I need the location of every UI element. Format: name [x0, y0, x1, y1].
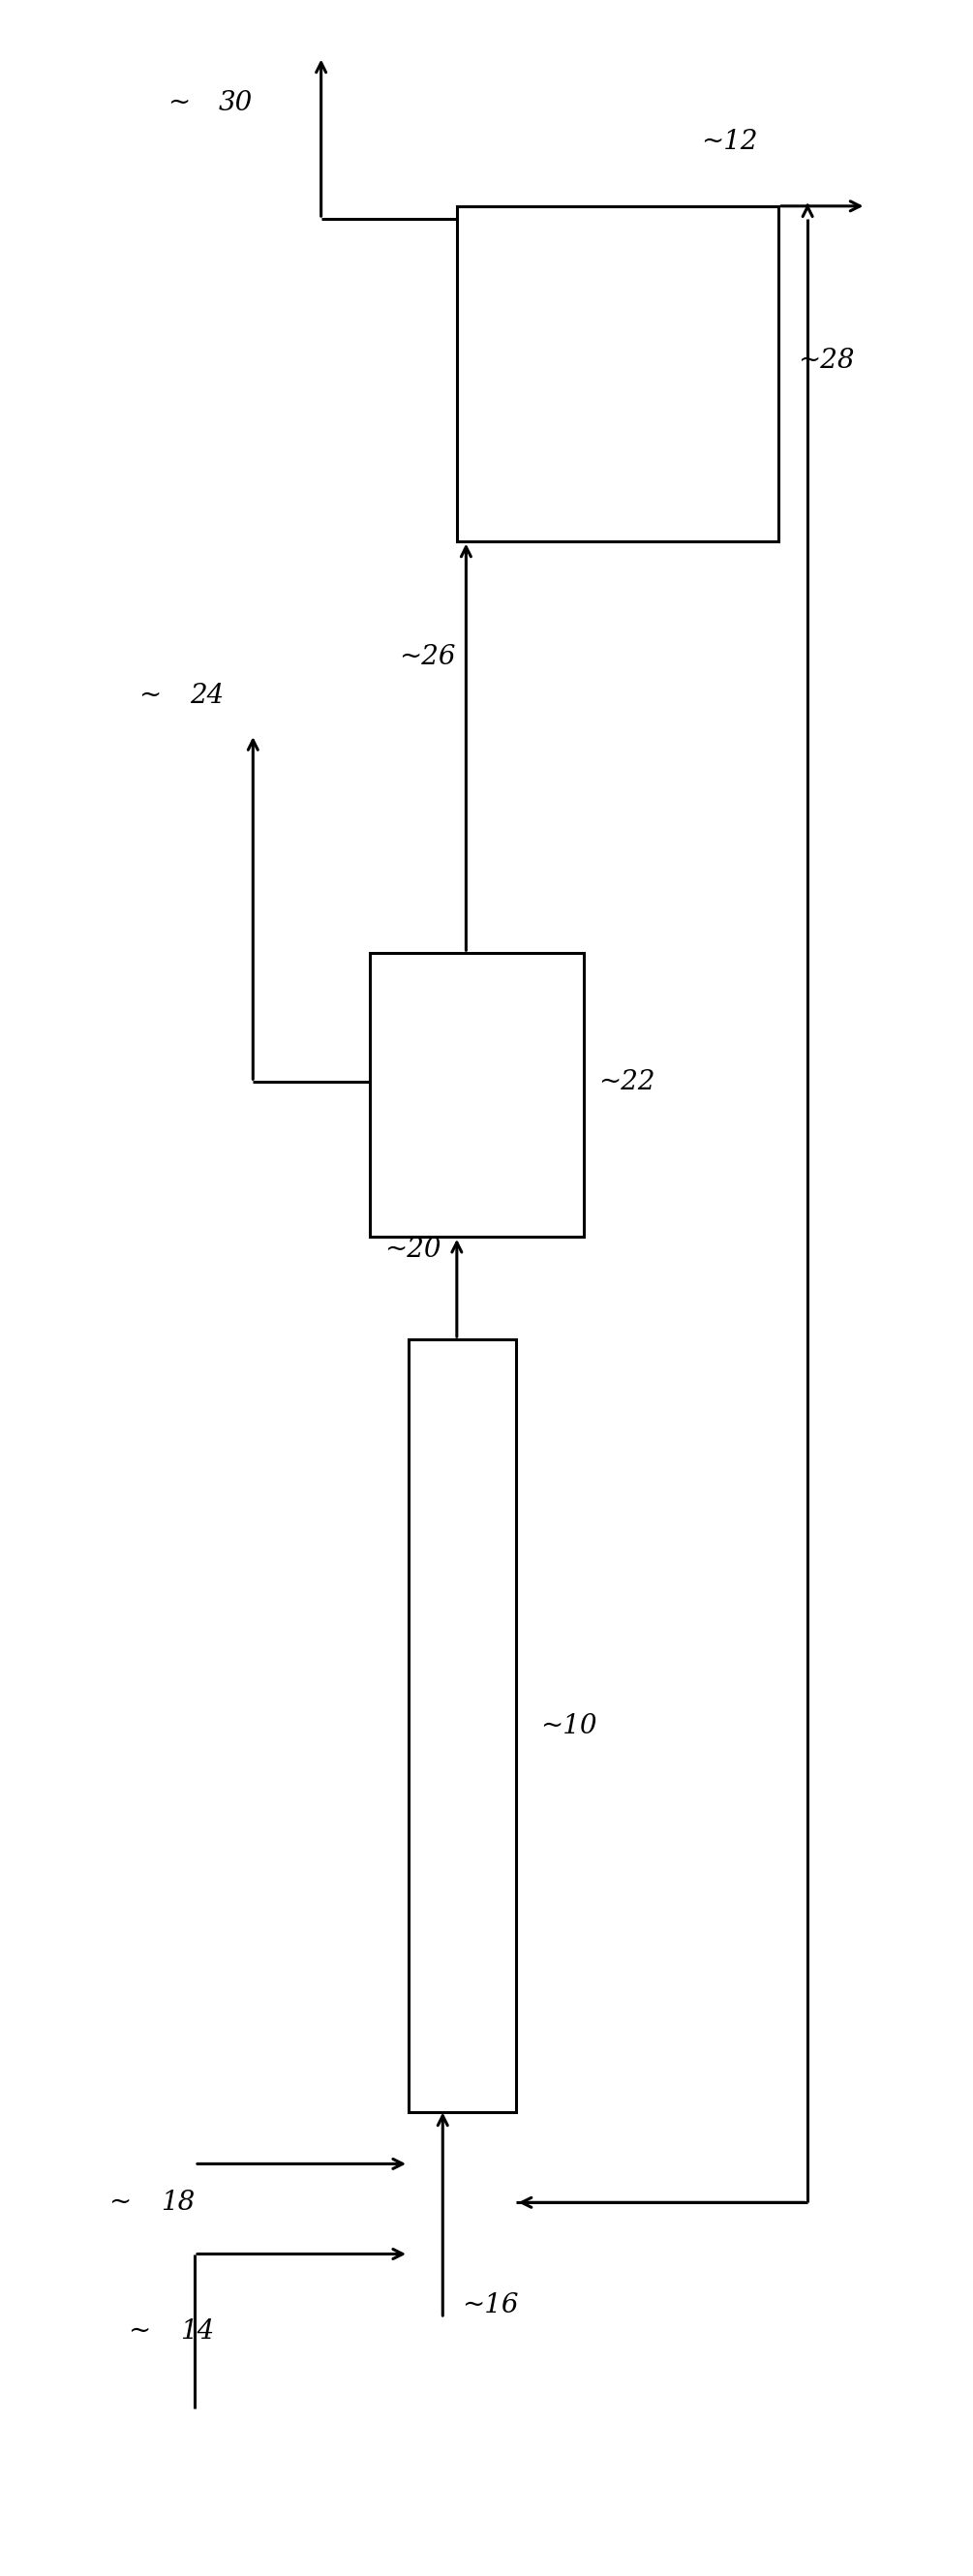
Text: ~: ~ — [109, 2190, 131, 2215]
Text: 18: 18 — [161, 2190, 195, 2215]
Text: ~28: ~28 — [798, 348, 854, 374]
Text: 30: 30 — [219, 90, 253, 116]
Text: ~12: ~12 — [701, 129, 757, 155]
Text: ~26: ~26 — [399, 644, 455, 670]
Text: 24: 24 — [190, 683, 224, 708]
Text: ~: ~ — [128, 2318, 151, 2344]
Text: ~10: ~10 — [540, 1713, 596, 1739]
Text: ~22: ~22 — [598, 1069, 655, 1095]
Text: ~: ~ — [138, 683, 161, 708]
Text: ~: ~ — [167, 90, 190, 116]
Text: ~20: ~20 — [384, 1236, 441, 1262]
Bar — [409, 1340, 516, 2112]
Bar — [457, 206, 778, 541]
Text: 14: 14 — [180, 2318, 214, 2344]
Bar — [370, 953, 584, 1236]
Text: ~16: ~16 — [462, 2293, 519, 2318]
